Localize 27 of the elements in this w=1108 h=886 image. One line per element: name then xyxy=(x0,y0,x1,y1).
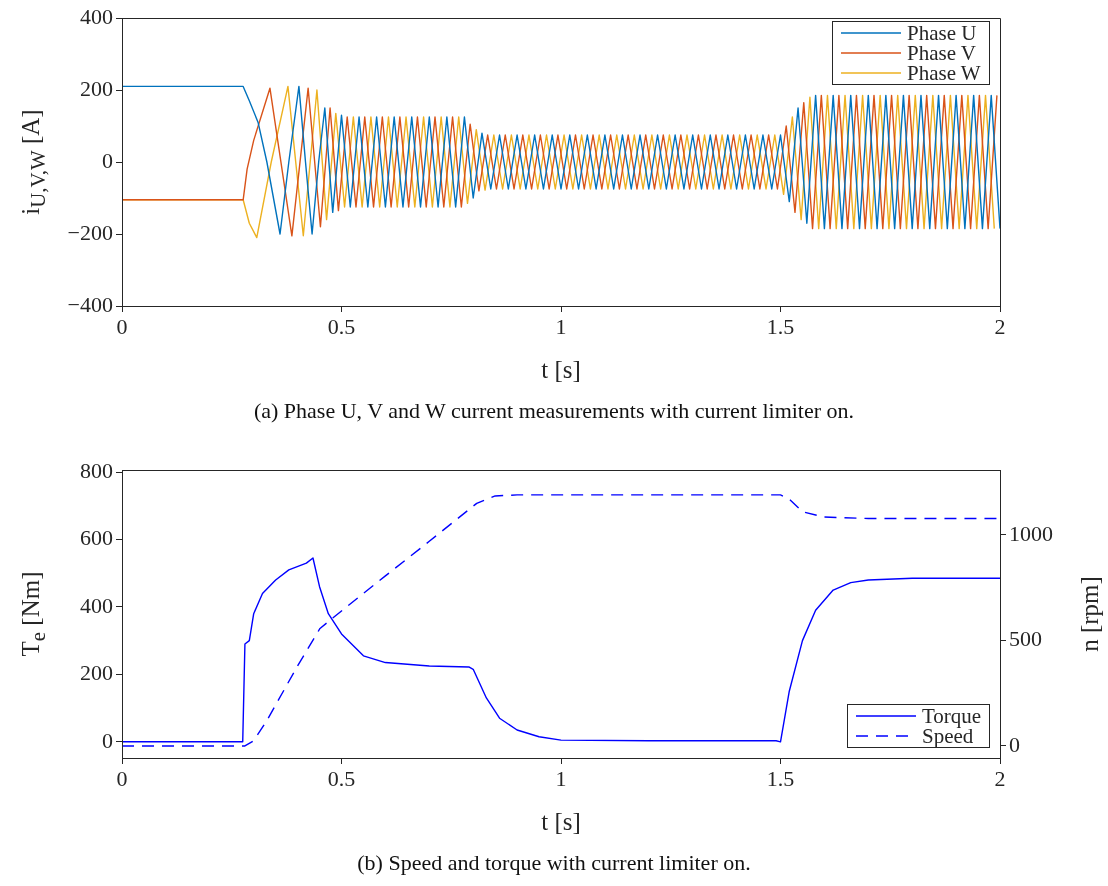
x-tick-label: 0.5 xyxy=(327,313,356,339)
y-tick-label: 200 xyxy=(80,75,113,101)
x-tick-label: 2 xyxy=(994,765,1006,791)
x-tick-label: 1.5 xyxy=(766,765,795,791)
text: (b) Speed and torque with current limiter on. xyxy=(356,850,752,876)
y-tick-label: 800 xyxy=(80,457,113,483)
y-tick-label: 0 xyxy=(102,727,113,753)
x-tick-label: 1 xyxy=(555,313,567,339)
y-tick-label: 200 xyxy=(80,660,113,686)
x-tick-label: 1 xyxy=(555,765,567,791)
y-tick-label: −200 xyxy=(67,219,113,245)
x-tick-label: 2 xyxy=(994,313,1006,339)
y-tick-label: 0 xyxy=(102,147,113,173)
y-tick-label: 400 xyxy=(80,592,113,618)
x-axis-title: t [s] xyxy=(541,808,581,836)
y-tick-label: 600 xyxy=(80,525,113,551)
legend-label: Torque xyxy=(922,704,982,728)
y2-tick-label: 1000 xyxy=(1009,520,1053,546)
y2-axis-title: n [rpm] xyxy=(1076,576,1104,652)
text: (a) Phase U, V and W current measurements with current limiter on. xyxy=(252,398,856,424)
y-tick-label: −400 xyxy=(67,291,113,317)
x-axis-title: t [s] xyxy=(541,356,581,384)
x-tick-label: 1.5 xyxy=(766,313,795,339)
y2-tick-label: 500 xyxy=(1009,626,1042,652)
y2-tick-label: 0 xyxy=(1009,731,1020,757)
y-tick-label: 400 xyxy=(80,3,113,29)
x-tick-label: 0.5 xyxy=(327,765,356,791)
